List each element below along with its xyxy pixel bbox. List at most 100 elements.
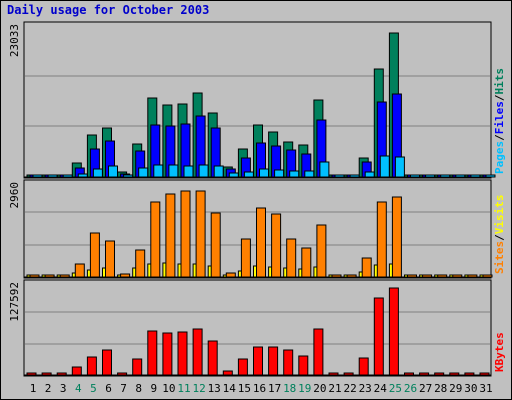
x-tick-label-day-8: 8	[135, 382, 142, 395]
bar-sites-day-22	[346, 274, 357, 278]
x-tick-label-day-27: 27	[419, 382, 432, 395]
bar-sites-day-30	[467, 274, 478, 278]
panel-2-series-label: Sites/Visits	[493, 195, 506, 275]
x-tick-label-day-30: 30	[464, 382, 477, 395]
bar-pages-day-13	[213, 165, 224, 178]
x-tick-label-day-31: 31	[479, 382, 492, 395]
series-label-part: Files	[493, 101, 506, 134]
bar-pages-day-8	[138, 167, 149, 178]
series-label-part: Hits	[493, 68, 506, 95]
series-label-part: Visits	[493, 195, 506, 235]
bar-sites-day-9	[150, 201, 161, 278]
x-tick-label-day-15: 15	[238, 382, 251, 395]
x-tick-label-day-5: 5	[90, 382, 97, 395]
panel-1-ymax-label: 23033	[8, 24, 21, 57]
x-tick-label-day-7: 7	[120, 382, 127, 395]
series-label-part: Pages	[493, 141, 506, 174]
bar-kbytes-day-15	[237, 358, 248, 376]
bar-kbytes-day-3	[56, 372, 67, 376]
bar-kbytes-day-31	[479, 372, 490, 376]
chart-title: Daily usage for October 2003	[7, 3, 210, 17]
bar-sites-day-18	[286, 238, 297, 278]
panel-2-ymax-label: 2960	[8, 182, 21, 209]
bar-kbytes-day-11	[177, 331, 188, 376]
bar-kbytes-day-24	[373, 297, 384, 376]
bar-kbytes-day-7	[117, 372, 128, 376]
bar-pages-day-22	[349, 174, 360, 178]
x-tick-label-day-4: 4	[75, 382, 82, 395]
bar-pages-day-4	[77, 173, 88, 178]
bar-sites-day-20	[316, 224, 327, 278]
x-tick-label-day-13: 13	[208, 382, 221, 395]
bar-pages-day-21	[334, 174, 345, 178]
series-label-part: /	[493, 94, 506, 101]
bar-pages-day-29	[455, 174, 466, 178]
x-tick-label-day-23: 23	[359, 382, 372, 395]
bar-pages-day-5	[92, 168, 103, 178]
x-tick-label-day-10: 10	[162, 382, 175, 395]
bar-sites-day-13	[210, 212, 221, 278]
series-label-part: /	[493, 234, 506, 241]
bar-sites-day-15	[240, 238, 251, 278]
bar-pages-day-24	[379, 155, 390, 178]
panel-3-series-label: KBytes	[493, 332, 506, 372]
bar-sites-day-5	[89, 232, 100, 278]
x-tick-label-day-17: 17	[268, 382, 281, 395]
bar-sites-day-17	[271, 213, 282, 278]
bar-pages-day-28	[440, 174, 451, 178]
bar-sites-day-4	[74, 263, 85, 278]
bar-kbytes-day-4	[71, 366, 82, 376]
bar-sites-day-25	[391, 196, 402, 278]
x-tick-label-day-28: 28	[434, 382, 447, 395]
bar-pages-day-26	[410, 174, 420, 178]
series-label-part: Sites	[493, 241, 506, 274]
x-tick-label-day-16: 16	[253, 382, 266, 395]
bar-sites-day-7	[120, 273, 131, 278]
bar-pages-day-2	[47, 174, 58, 178]
bar-pages-day-7	[123, 174, 134, 178]
bar-sites-day-2	[44, 274, 55, 278]
bar-pages-day-25	[394, 156, 405, 178]
bar-kbytes-day-9	[147, 330, 158, 376]
bar-kbytes-day-12	[192, 328, 203, 376]
bar-pages-day-1	[32, 174, 43, 178]
bar-kbytes-day-23	[358, 357, 369, 376]
x-tick-label-day-6: 6	[105, 382, 112, 395]
bar-pages-day-20	[319, 161, 330, 178]
bar-kbytes-day-17	[268, 346, 279, 376]
bar-sites-day-14	[225, 272, 236, 278]
x-tick-label-day-14: 14	[223, 382, 237, 395]
bar-sites-day-24	[376, 201, 387, 278]
bar-kbytes-day-13	[207, 340, 218, 376]
bar-pages-day-30	[470, 174, 481, 178]
x-tick-label-day-22: 22	[343, 382, 356, 395]
bar-sites-day-19	[301, 247, 312, 278]
bar-sites-day-8	[135, 249, 146, 278]
bar-sites-day-16	[256, 207, 266, 278]
x-tick-label-day-29: 29	[449, 382, 462, 395]
x-tick-label-day-9: 9	[150, 382, 157, 395]
bar-kbytes-day-22	[343, 372, 354, 376]
bar-sites-day-6	[105, 240, 115, 278]
bar-pages-day-31	[485, 174, 496, 178]
x-tick-label-day-1: 1	[30, 382, 37, 395]
x-tick-label-day-26: 26	[404, 382, 417, 395]
bar-kbytes-day-16	[253, 346, 263, 376]
bar-kbytes-day-25	[388, 287, 399, 376]
bar-sites-day-29	[452, 274, 463, 278]
bar-kbytes-day-30	[464, 372, 475, 376]
bar-sites-day-28	[437, 274, 448, 278]
bar-pages-day-27	[425, 174, 436, 178]
bar-sites-day-21	[331, 274, 342, 278]
bar-pages-day-6	[108, 165, 118, 178]
x-tick-label-day-24: 24	[374, 382, 388, 395]
bar-kbytes-day-10	[162, 332, 173, 376]
x-tick-label-day-3: 3	[60, 382, 67, 395]
bar-sites-day-27	[422, 274, 433, 278]
bar-kbytes-day-19	[298, 355, 309, 376]
bar-pages-day-11	[183, 165, 194, 178]
bar-kbytes-day-18	[283, 349, 294, 376]
bar-sites-day-26	[407, 274, 417, 278]
bar-kbytes-day-26	[404, 372, 414, 376]
